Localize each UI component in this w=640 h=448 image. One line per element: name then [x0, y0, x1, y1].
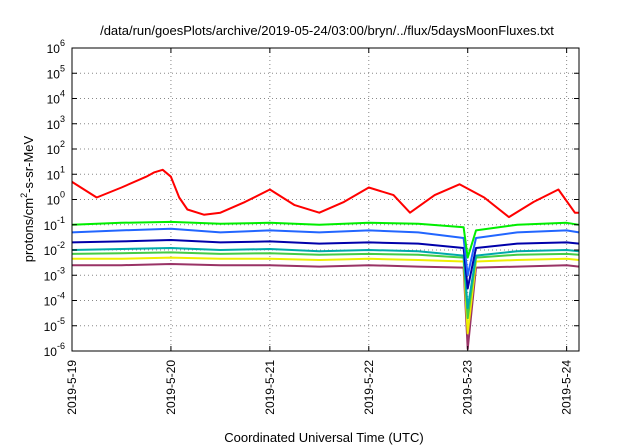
y-tick-base: 10	[47, 194, 61, 208]
series-line	[71, 239, 580, 290]
y-tick-base: 10	[44, 320, 58, 334]
x-tick-label: 2019-5-20	[164, 360, 178, 415]
x-tick-label: 2019-5-23	[461, 360, 475, 415]
y-axis-label-base: protons/cm	[21, 198, 36, 262]
y-tick-label: 10-3	[44, 265, 65, 283]
y-tick-exp: -3	[57, 265, 65, 275]
y-tick-exp: 2	[60, 139, 65, 149]
y-tick-label: 102	[47, 139, 65, 157]
y-tick-exp: -1	[57, 215, 65, 225]
series-line	[71, 227, 580, 277]
y-tick-label: 104	[47, 89, 65, 107]
series-line	[72, 263, 580, 350]
x-tick-label: 2019-5-22	[362, 360, 376, 415]
y-tick-exp: 0	[60, 190, 65, 200]
y-tick-label: 10-2	[44, 240, 65, 258]
y-tick-base: 10	[47, 42, 61, 56]
x-axis: 2019-5-19 2019-5-20 2019-5-21 2019-5-22 2019…	[65, 48, 574, 415]
y-tick-label: 100	[47, 190, 65, 208]
x-axis-label: Coordinated Universal Time (UTC)	[224, 430, 423, 445]
y-tick-exp: 1	[60, 164, 65, 174]
y-tick-exp: 4	[60, 89, 65, 99]
y-tick-base: 10	[44, 345, 58, 359]
y-tick-label: 10-1	[44, 215, 65, 233]
y-tick-exp: -5	[57, 316, 65, 326]
y-axis-label-sup: 2	[19, 193, 29, 198]
y-tick-exp: -4	[57, 291, 65, 301]
y-tick-label: 103	[47, 114, 65, 132]
y-axis-label: protons/cm2-s-sr-MeV	[19, 135, 36, 262]
y-axis-label-rest: -s-sr-MeV	[21, 135, 36, 192]
x-tick-label: 2019-5-19	[65, 360, 79, 415]
y-tick-label: 10-6	[44, 341, 65, 359]
y-tick-base: 10	[44, 295, 58, 309]
y-tick-base: 10	[47, 118, 61, 132]
series-line	[72, 256, 580, 335]
y-tick-exp: 6	[60, 38, 65, 48]
y-tick-exp: -2	[57, 240, 65, 250]
series-line	[71, 247, 580, 310]
series-line	[71, 168, 579, 219]
y-tick-label: 10-5	[44, 316, 65, 334]
x-tick-label: 2019-5-24	[560, 360, 574, 415]
y-tick-base: 10	[47, 168, 61, 182]
y-tick-base: 10	[47, 93, 61, 107]
y-tick-base: 10	[44, 269, 58, 283]
y-axis: 10-610-510-410-310-210-11001011021031041…	[44, 38, 579, 359]
grid	[72, 48, 579, 351]
y-tick-base: 10	[47, 67, 61, 81]
y-tick-base: 10	[44, 244, 58, 258]
y-tick-label: 101	[47, 164, 65, 182]
y-tick-base: 10	[44, 219, 58, 233]
y-tick-label: 105	[47, 63, 65, 81]
y-tick-exp: 3	[60, 114, 65, 124]
series-line	[71, 251, 580, 320]
y-tick-exp: 5	[60, 63, 65, 73]
y-tick-exp: -6	[57, 341, 65, 351]
y-tick-label: 106	[47, 38, 65, 56]
series-group	[71, 168, 580, 350]
y-tick-base: 10	[47, 143, 61, 157]
y-tick-label: 10-4	[44, 291, 65, 309]
chart-title: /data/run/goesPlots/archive/2019-05-24/0…	[100, 23, 554, 38]
series-line	[71, 220, 580, 259]
x-tick-label: 2019-5-21	[263, 360, 277, 415]
